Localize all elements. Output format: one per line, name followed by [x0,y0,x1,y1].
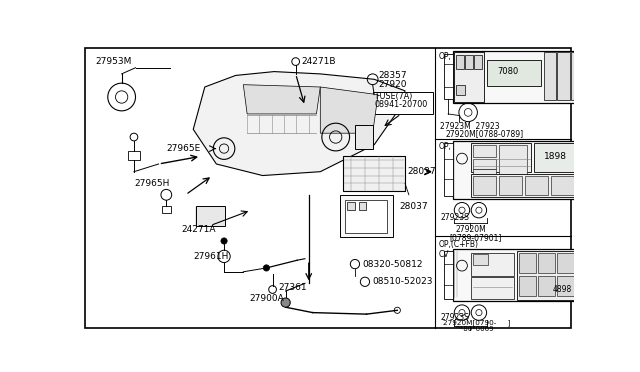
Bar [444,54,452,99]
Text: 08510-52023: 08510-52023 [372,277,433,286]
Bar [344,156,405,191]
Bar [348,202,355,210]
Polygon shape [193,71,405,176]
Bar [340,195,394,237]
Circle shape [221,238,227,244]
Text: 28037: 28037 [399,202,428,211]
Text: 24271B: 24271B [301,57,335,66]
Text: 27920M[0788-0789]: 27920M[0788-0789] [445,129,523,138]
Bar [456,55,463,68]
Bar [543,52,556,100]
Bar [128,151,140,160]
Bar [474,55,482,68]
Text: 7080: 7080 [497,67,518,76]
Bar [519,253,536,273]
Text: [0789-07901]: [0789-07901] [450,232,502,242]
Text: ^*80*0069: ^*80*0069 [454,326,494,332]
Bar [372,92,433,114]
Bar [534,143,579,173]
Bar [471,174,579,197]
Text: 27965H: 27965H [134,179,170,188]
Bar [162,206,171,212]
Text: 27900A: 27900A [250,294,284,303]
Circle shape [263,265,269,271]
Text: FUSE(7A): FUSE(7A) [375,93,412,102]
Text: 27961H: 27961H [193,252,228,261]
Bar [499,145,527,180]
Bar [557,253,575,273]
Text: 27923M  27923: 27923M 27923 [440,122,500,131]
Bar [444,143,452,196]
Text: 1898: 1898 [543,152,566,161]
Circle shape [281,298,291,307]
Bar [444,251,452,299]
Text: 27920M: 27920M [456,225,486,234]
Bar [465,55,473,68]
Text: 27920M[0790-     ]: 27920M[0790- ] [443,319,510,326]
Text: 08941-20700: 08941-20700 [374,100,428,109]
Bar [551,176,575,195]
Bar [473,145,496,157]
Text: OP,: OP, [439,52,452,61]
Bar [471,143,531,173]
Bar [454,52,484,102]
Bar [557,276,575,296]
Text: 27923S: 27923S [440,214,469,222]
Text: 27923S: 27923S [440,314,469,323]
Text: OP,(C+FB): OP,(C+FB) [439,240,479,249]
Bar [473,158,496,169]
Bar [196,206,225,225]
Bar [452,249,580,301]
Bar [473,169,496,180]
Bar [456,85,465,96]
Bar [355,125,373,148]
Polygon shape [320,87,378,133]
Text: OP,: OP, [439,142,452,151]
Text: CV: CV [439,250,449,259]
Text: 27953M: 27953M [95,57,132,66]
Bar [345,200,387,232]
Bar [452,141,580,199]
Bar [538,253,555,273]
Bar [452,51,580,103]
Bar [517,251,579,300]
Text: 27920: 27920 [379,80,407,89]
Text: 24271A: 24271A [182,225,216,234]
Bar [538,276,555,296]
Bar [499,176,522,195]
Polygon shape [243,85,320,114]
Text: 27965E: 27965E [166,144,200,153]
Bar [557,52,570,100]
Bar [486,60,541,86]
Bar [473,176,496,195]
Bar [471,253,513,276]
Bar [471,277,513,299]
Bar [572,52,579,100]
Text: 08320-50812: 08320-50812 [362,260,422,269]
Bar [519,276,536,296]
Text: 4898: 4898 [553,285,572,294]
Bar [525,176,548,195]
Bar [473,254,488,265]
Text: 28037: 28037 [407,167,436,176]
Bar [359,202,367,210]
Text: 28357: 28357 [379,71,408,80]
Text: 27361: 27361 [278,283,307,292]
